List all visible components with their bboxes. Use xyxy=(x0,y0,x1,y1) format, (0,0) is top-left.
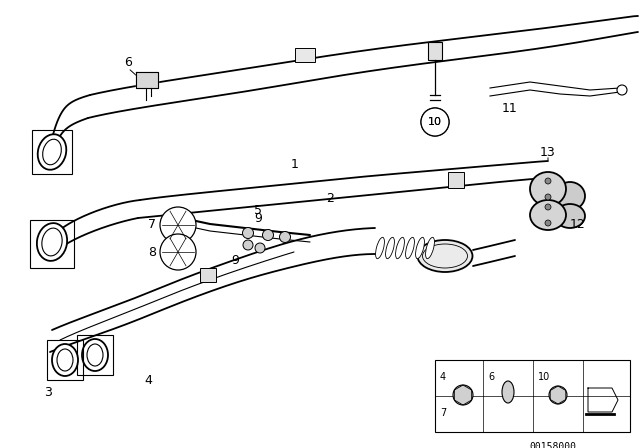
Ellipse shape xyxy=(396,237,404,258)
Text: 4: 4 xyxy=(144,374,152,387)
Text: 10: 10 xyxy=(428,117,442,127)
Text: 7: 7 xyxy=(440,408,446,418)
Ellipse shape xyxy=(52,344,78,376)
Circle shape xyxy=(545,194,551,200)
Ellipse shape xyxy=(376,237,385,258)
Text: 11: 11 xyxy=(502,102,518,115)
Circle shape xyxy=(421,108,449,136)
Bar xyxy=(435,360,630,432)
Ellipse shape xyxy=(43,139,61,165)
Text: 6: 6 xyxy=(124,56,132,69)
Bar xyxy=(200,268,216,282)
Text: 8: 8 xyxy=(148,246,156,258)
Bar xyxy=(448,172,464,188)
Text: 3: 3 xyxy=(44,387,52,400)
Circle shape xyxy=(160,207,196,243)
Circle shape xyxy=(421,108,449,136)
Circle shape xyxy=(160,234,196,270)
Ellipse shape xyxy=(415,237,424,258)
Ellipse shape xyxy=(530,172,566,206)
Ellipse shape xyxy=(406,237,415,258)
Ellipse shape xyxy=(57,349,73,371)
Text: 2: 2 xyxy=(326,191,334,204)
Text: 4: 4 xyxy=(440,372,446,382)
Ellipse shape xyxy=(82,339,108,371)
Text: 5: 5 xyxy=(254,203,262,216)
Ellipse shape xyxy=(42,228,62,256)
Ellipse shape xyxy=(549,386,567,404)
Ellipse shape xyxy=(38,134,67,170)
Ellipse shape xyxy=(262,229,273,241)
Ellipse shape xyxy=(555,182,585,210)
Text: 9: 9 xyxy=(231,254,239,267)
Text: 00158000: 00158000 xyxy=(529,442,576,448)
Ellipse shape xyxy=(426,237,435,258)
Text: 9: 9 xyxy=(254,211,262,224)
Ellipse shape xyxy=(255,243,265,253)
Ellipse shape xyxy=(422,244,467,268)
Text: 1: 1 xyxy=(291,159,299,172)
Text: 6: 6 xyxy=(488,372,494,382)
Text: 7: 7 xyxy=(148,219,156,232)
Circle shape xyxy=(545,178,551,184)
Ellipse shape xyxy=(243,228,253,238)
Text: 10: 10 xyxy=(538,372,550,382)
Polygon shape xyxy=(588,388,618,412)
Bar xyxy=(295,48,315,62)
Bar xyxy=(428,42,442,60)
Ellipse shape xyxy=(555,204,585,228)
Circle shape xyxy=(545,220,551,226)
Ellipse shape xyxy=(280,232,291,242)
Text: 10: 10 xyxy=(428,117,442,127)
Ellipse shape xyxy=(37,223,67,261)
Text: 12: 12 xyxy=(570,219,586,232)
Ellipse shape xyxy=(243,240,253,250)
Ellipse shape xyxy=(385,237,394,258)
Circle shape xyxy=(617,85,627,95)
Circle shape xyxy=(545,204,551,210)
Text: 13: 13 xyxy=(540,146,556,159)
Ellipse shape xyxy=(453,385,473,405)
Ellipse shape xyxy=(530,200,566,230)
Polygon shape xyxy=(136,72,158,88)
Ellipse shape xyxy=(417,240,472,272)
Ellipse shape xyxy=(502,381,514,403)
Ellipse shape xyxy=(87,344,103,366)
